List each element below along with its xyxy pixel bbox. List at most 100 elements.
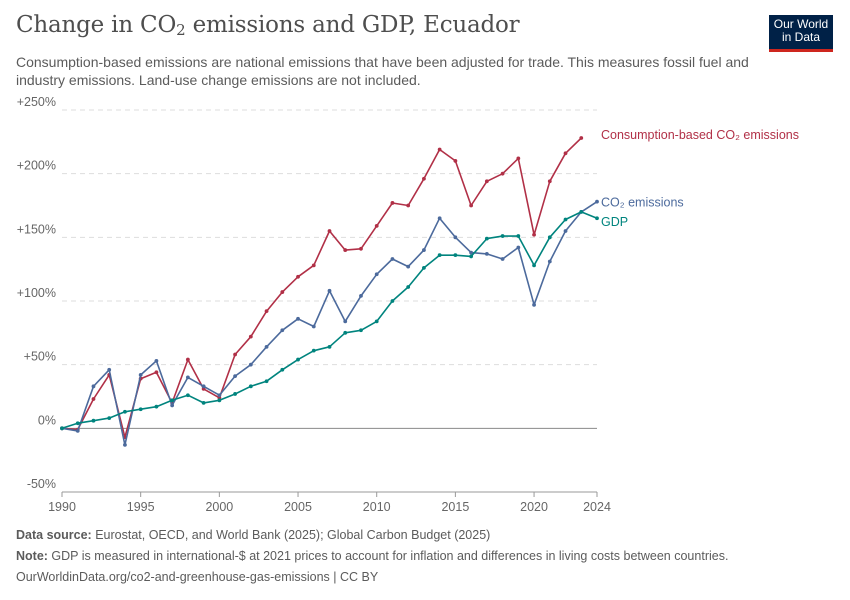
data-point (311, 324, 316, 329)
data-point (469, 250, 474, 255)
data-point (406, 203, 411, 208)
data-point (311, 263, 316, 268)
data-point (248, 362, 253, 367)
data-point (563, 151, 568, 156)
data-point (579, 136, 584, 140)
data-point (185, 393, 190, 398)
title-rest: emissions and GDP, Ecuador (185, 12, 520, 38)
data-point (422, 176, 426, 181)
series-labels: Consumption-based CO₂ emissions CO₂ emiss… (601, 128, 799, 229)
data-point (280, 328, 285, 333)
data-point (296, 274, 300, 279)
data-point (170, 398, 175, 403)
data-point (154, 404, 159, 409)
data-source: Data source: Eurostat, OECD, and World B… (16, 528, 490, 542)
data-point (359, 328, 363, 333)
data-point (91, 384, 96, 389)
data-point (390, 201, 395, 205)
data-point (453, 235, 458, 240)
series-lines (60, 136, 599, 447)
chart-note: Note: GDP is measured in international-$… (16, 549, 728, 563)
data-point (170, 403, 175, 408)
data-point (327, 344, 332, 349)
data-point (201, 400, 206, 405)
data-point (406, 285, 411, 289)
data-point (374, 319, 379, 324)
series-label: Consumption-based CO₂ emissions (601, 128, 799, 142)
series-line (61, 211, 598, 430)
logo-line-2: in Data (781, 30, 821, 44)
data-point (469, 203, 474, 208)
data-point (343, 248, 348, 252)
note-label: Note: (16, 549, 48, 563)
data-point (437, 147, 442, 152)
x-tick-label: 1990 (48, 500, 76, 514)
data-point (75, 421, 80, 426)
data-point (469, 254, 474, 259)
data-point (595, 216, 599, 221)
data-point (516, 245, 521, 250)
data-point (233, 352, 237, 357)
y-tick-label: +100% (17, 286, 56, 300)
x-tick-label: 2005 (284, 500, 312, 514)
data-point (248, 334, 253, 339)
data-point (422, 248, 426, 252)
data-point (516, 234, 521, 238)
data-point (500, 234, 505, 238)
data-point (233, 374, 237, 379)
data-point (296, 316, 300, 321)
owid-logo[interactable]: Our World in Data (769, 15, 833, 52)
series-line (61, 137, 582, 439)
data-source-text: Eurostat, OECD, and World Bank (2025); G… (91, 528, 491, 542)
data-point (390, 299, 395, 303)
data-point (500, 257, 505, 261)
x-tick-label: 1995 (127, 500, 155, 514)
data-point (138, 407, 143, 412)
y-tick-label: +250% (17, 95, 56, 109)
data-point (374, 272, 379, 277)
series-label: CO₂ emissions (601, 196, 684, 210)
data-point (91, 397, 96, 401)
data-point (264, 309, 269, 314)
data-point (60, 426, 64, 431)
data-point (154, 358, 159, 363)
x-tick-label: 2024 (583, 500, 611, 514)
data-point (547, 179, 552, 184)
chart-subtitle: Consumption-based emissions are national… (16, 54, 749, 88)
data-point (359, 294, 363, 298)
data-point (264, 379, 269, 384)
x-tick-label: 2010 (363, 500, 391, 514)
data-point (185, 357, 190, 362)
data-point (532, 263, 536, 268)
data-point (233, 392, 237, 396)
data-point (327, 229, 332, 233)
data-point (484, 251, 489, 256)
data-point (595, 199, 599, 204)
x-axis: 1990 1995 2000 2005 2010 2015 2020 2024 (48, 491, 611, 514)
data-point (138, 372, 143, 377)
data-point (563, 229, 568, 233)
source-url[interactable]: OurWorldinData.org/co2-and-greenhouse-ga… (16, 570, 379, 584)
y-tick-label: +150% (17, 222, 56, 236)
grid-lines (62, 109, 597, 493)
data-point (185, 375, 190, 380)
data-point (217, 393, 222, 398)
data-point (532, 232, 536, 237)
chart-title: Change in CO2 emissions and GDP, Ecuador (16, 12, 520, 39)
data-point (500, 171, 505, 176)
data-point (91, 418, 96, 423)
data-point (516, 156, 521, 161)
data-point (390, 257, 395, 261)
data-point (547, 259, 552, 264)
data-point (453, 159, 458, 163)
note-text: GDP is measured in international-$ at 20… (47, 549, 729, 563)
data-point (484, 179, 489, 184)
data-point (75, 428, 80, 433)
data-point (280, 367, 285, 372)
y-tick-label: +200% (17, 159, 56, 173)
data-source-label: Data source: (16, 528, 92, 542)
y-tick-label: 0% (38, 413, 56, 427)
data-point (296, 357, 300, 362)
data-point (374, 223, 379, 228)
data-point (422, 265, 426, 270)
